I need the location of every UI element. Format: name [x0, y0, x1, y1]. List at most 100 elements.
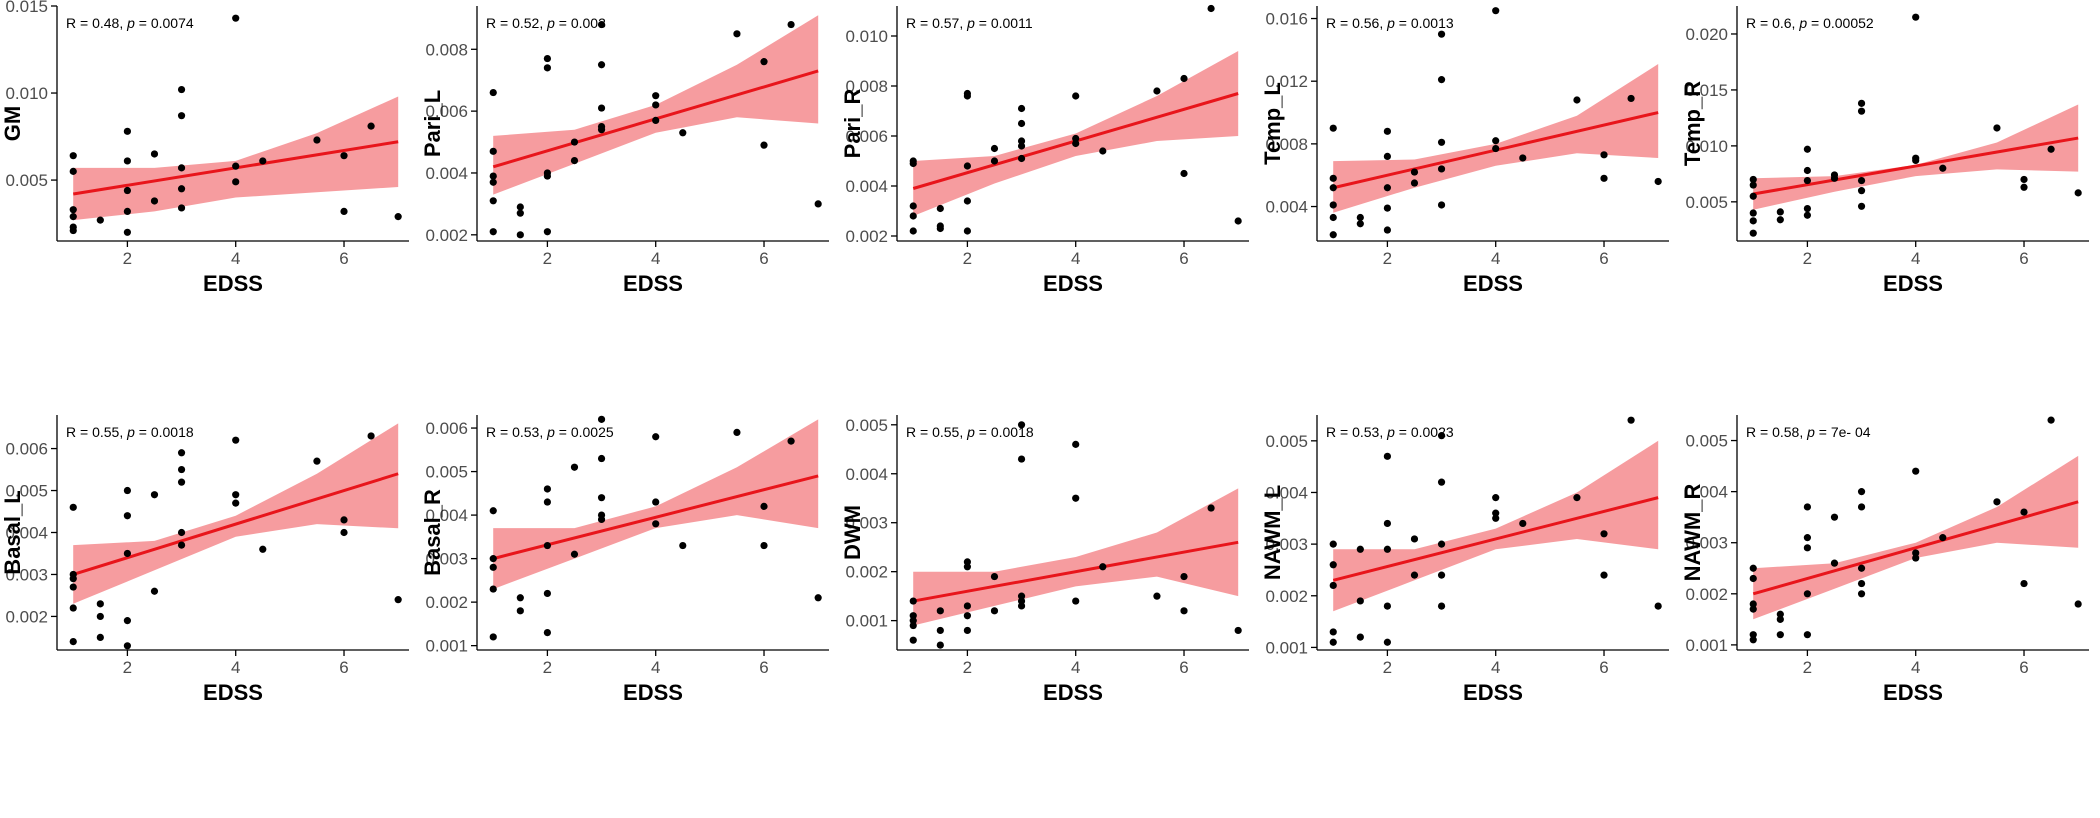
y-tick-label: 0.004: [845, 465, 888, 484]
data-point: [1180, 607, 1188, 615]
correlation-annotation: R = 0.52, p = 0.003: [486, 15, 606, 31]
x-axis-title: EDSS: [1043, 271, 1103, 296]
data-point: [1383, 519, 1391, 528]
x-tick-label: 6: [1179, 658, 1188, 677]
data-point: [1329, 231, 1337, 239]
data-point: [1749, 229, 1757, 237]
data-point: [489, 555, 497, 563]
x-tick-label: 4: [231, 249, 240, 268]
data-point: [1939, 164, 1947, 172]
data-point: [1356, 213, 1364, 222]
data-point: [367, 432, 375, 440]
data-point: [1492, 514, 1500, 522]
data-point: [597, 20, 606, 29]
regression-line: [72, 472, 399, 576]
data-point: [489, 197, 497, 205]
y-tick-label: 0.002: [5, 607, 48, 626]
data-point: [1600, 151, 1608, 159]
data-point: [570, 550, 579, 558]
x-tick-label: 6: [2019, 658, 2028, 677]
data-point: [1410, 535, 1419, 543]
data-point: [1803, 145, 1811, 153]
correlation-annotation: R = 0.58, p = 7e- 04: [1746, 424, 1871, 440]
data-point: [489, 88, 497, 97]
data-point: [570, 157, 579, 165]
data-point: [1383, 602, 1391, 610]
data-point: [787, 20, 795, 29]
y-tick-label: 0.010: [1685, 137, 1728, 156]
data-point: [232, 491, 240, 499]
y-axis-title: Basal_R: [420, 489, 445, 576]
y-tick-label: 0.003: [425, 550, 468, 569]
data-point: [597, 494, 606, 502]
data-point: [259, 157, 267, 165]
data-point: [1912, 554, 1920, 562]
scatter-plot-svg: 2 4 6 0.001 0.002 0.003 0.004 0.005 EDSS DWM R = 0…: [840, 415, 1249, 705]
data-point: [597, 415, 606, 423]
data-point: [652, 92, 660, 100]
data-point: [177, 465, 186, 474]
data-point: [123, 186, 131, 195]
y-tick-label: 0.008: [845, 77, 888, 96]
y-tick-label: 0.001: [1685, 636, 1728, 655]
x-tick-label: 4: [1911, 249, 1920, 268]
x-tick-label: 2: [1803, 249, 1812, 268]
x-tick-label: 6: [759, 658, 768, 677]
data-point: [1437, 76, 1446, 84]
data-point: [1410, 179, 1419, 187]
data-point: [963, 612, 971, 620]
data-point: [1912, 549, 1920, 557]
data-point: [1180, 572, 1188, 581]
data-point: [1153, 87, 1161, 95]
x-axis-title: EDSS: [623, 271, 683, 296]
data-point: [1776, 631, 1784, 639]
data-point: [367, 122, 375, 130]
confidence-band: [493, 419, 819, 590]
data-point: [489, 507, 497, 515]
y-tick-label: 0.003: [1265, 535, 1308, 554]
data-point: [1803, 631, 1811, 639]
data-point: [123, 642, 131, 650]
data-point: [2020, 508, 2028, 516]
regression-line: [1332, 496, 1659, 582]
data-point: [232, 14, 240, 22]
data-point: [1329, 201, 1337, 209]
data-point: [1749, 605, 1757, 613]
data-point: [1830, 559, 1839, 567]
data-point: [1329, 638, 1337, 646]
data-point: [1749, 217, 1757, 225]
y-tick-label: 0.004: [1685, 483, 1728, 502]
data-point: [1830, 513, 1839, 521]
data-point: [1912, 467, 1920, 475]
data-point: [123, 617, 131, 625]
data-point: [1383, 452, 1391, 460]
data-point: [963, 227, 971, 235]
x-axis-title: EDSS: [1883, 271, 1943, 296]
y-tick-label: 0.008: [425, 40, 468, 59]
data-point: [69, 604, 77, 612]
data-point: [1383, 184, 1391, 192]
data-point: [123, 228, 131, 236]
data-point: [1857, 176, 1866, 185]
data-point: [96, 612, 104, 621]
y-tick-label: 0.005: [5, 171, 48, 190]
data-point: [1437, 540, 1446, 548]
data-point: [909, 636, 917, 644]
data-point: [69, 503, 77, 511]
data-point: [150, 587, 159, 595]
data-point: [1492, 144, 1500, 153]
data-point: [1776, 216, 1784, 224]
x-tick-label: 6: [1599, 249, 1608, 268]
data-point: [177, 85, 186, 94]
scatter-plot-svg: 2 4 6 0.005 0.010 0.015 0.020 EDSS Temp_R R = 0.6…: [1680, 6, 2089, 296]
data-point: [1153, 592, 1161, 600]
y-axis-title: GM: [0, 106, 25, 141]
data-point: [1099, 563, 1107, 571]
data-point: [543, 589, 551, 598]
data-point: [1600, 174, 1608, 182]
data-point: [679, 541, 687, 550]
data-point: [1329, 628, 1337, 636]
data-point: [177, 164, 186, 172]
data-point: [1072, 597, 1080, 605]
data-point: [1912, 13, 1920, 21]
